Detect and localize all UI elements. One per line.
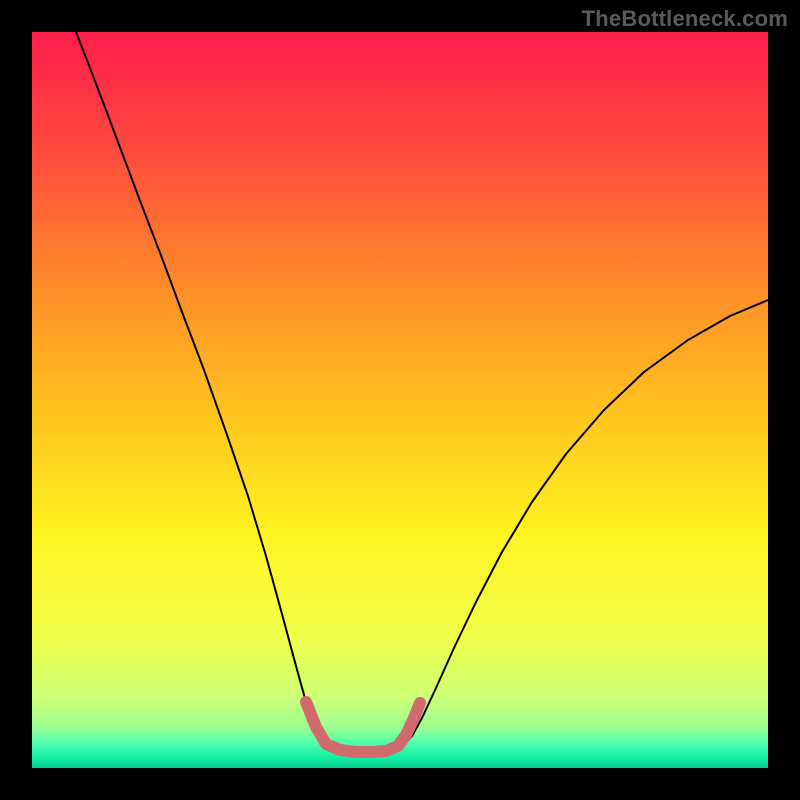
watermark-text: TheBottleneck.com xyxy=(582,6,788,32)
chart-canvas: TheBottleneck.com xyxy=(0,0,800,800)
bottleneck-curve-chart xyxy=(0,0,800,800)
gradient-background xyxy=(32,32,768,768)
